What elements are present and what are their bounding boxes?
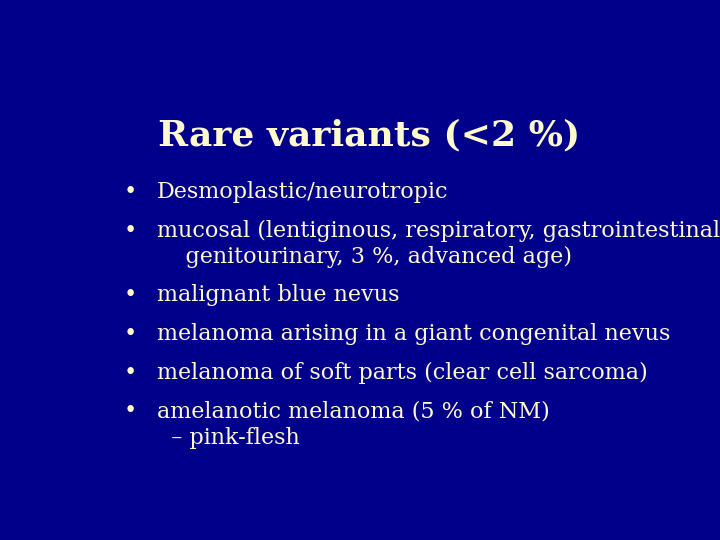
Text: melanoma of soft parts (clear cell sarcoma): melanoma of soft parts (clear cell sarco… — [157, 362, 648, 384]
Text: •: • — [124, 400, 137, 422]
Text: Rare variants (<2 %): Rare variants (<2 %) — [158, 119, 580, 153]
Text: •: • — [124, 181, 137, 203]
Text: •: • — [124, 323, 137, 345]
Text: •: • — [124, 285, 137, 306]
Text: •: • — [124, 362, 137, 384]
Text: •: • — [124, 220, 137, 242]
Text: malignant blue nevus: malignant blue nevus — [157, 285, 400, 306]
Text: mucosal (lentiginous, respiratory, gastrointestinal,
    genitourinary, 3 %, adv: mucosal (lentiginous, respiratory, gastr… — [157, 220, 720, 268]
Text: amelanotic melanoma (5 % of NM)
  – pink-flesh: amelanotic melanoma (5 % of NM) – pink-f… — [157, 400, 549, 449]
Text: Desmoplastic/neurotropic: Desmoplastic/neurotropic — [157, 181, 449, 203]
Text: melanoma arising in a giant congenital nevus: melanoma arising in a giant congenital n… — [157, 323, 670, 345]
